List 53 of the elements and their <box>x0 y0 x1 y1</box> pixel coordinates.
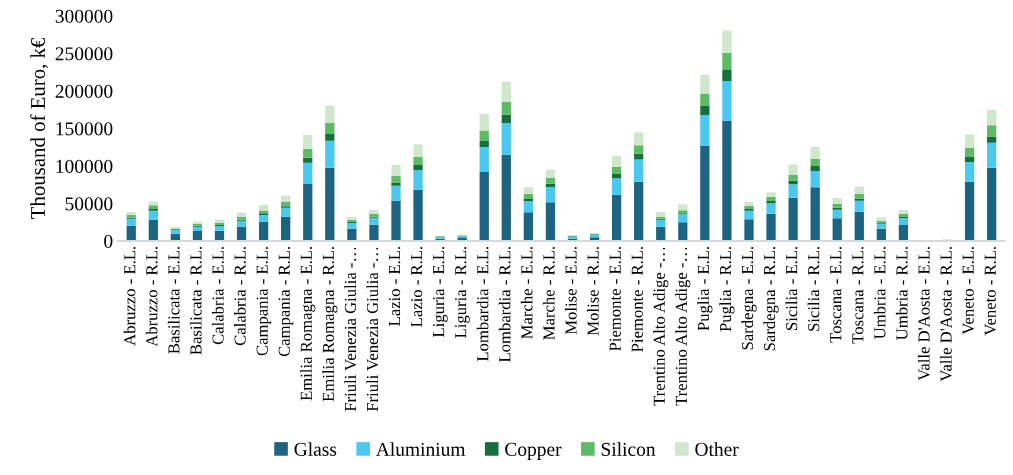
x-tick-label: Abruzzo - E.L. <box>123 246 136 346</box>
x-tick-label: Calabria - E.L. <box>211 246 224 345</box>
x-tick-label: Campania - E.L. <box>256 246 272 356</box>
legend-label: Copper <box>505 442 562 460</box>
x-tick-label: Toscana - R.L. <box>852 246 864 344</box>
x-tick-label: Umbria - E.L. <box>873 246 886 340</box>
x-tick-label: Lazio - R.L. <box>411 246 423 327</box>
x-tick-label: Marche - R.L. <box>542 246 555 340</box>
y-tick-label: 0 <box>104 234 113 248</box>
x-tick-label: Liguria - E.L. <box>433 246 448 338</box>
y-tick-label: 150000 <box>56 122 113 136</box>
y-tick-label: 50000 <box>65 197 113 211</box>
x-tick-label: Lombardia - E.L. <box>476 246 489 362</box>
x-tick-label: Puglia - E.L. <box>697 246 713 331</box>
x-tick-label: Friuli Venezia Giulia -… <box>366 247 379 412</box>
legend-label: Silicon <box>601 442 656 456</box>
x-tick-label: Sicilia - R.L. <box>807 246 820 331</box>
x-tick-label: Toscana - E.L. <box>830 246 842 343</box>
x-tick-label: Sardegna - R.L. <box>763 246 779 351</box>
x-tick-label: Abruzzo - R.L. <box>145 246 158 347</box>
x-tick-label: Friuli Venezia Giulia -… <box>344 247 357 412</box>
x-tick-label: Basilicata - E.L. <box>167 246 180 354</box>
x-tick-label: Sardegna - E.L. <box>741 246 757 350</box>
x-tick-label: Marche - E.L. <box>520 246 533 339</box>
x-tick-label: Basilicata - R.L. <box>189 246 202 355</box>
x-tick-label: Emilia Romagna - E.L. <box>300 246 316 401</box>
x-tick-label: Trentino Alto Adige -… <box>653 247 669 406</box>
y-tick-label: 300000 <box>55 9 113 23</box>
legend-label: Other <box>695 442 739 456</box>
x-tick-label: Umbria - R.L. <box>895 246 908 340</box>
y-tick-label: 200000 <box>55 84 113 98</box>
x-tick-label: Calabria - R.L. <box>234 246 246 346</box>
y-tick-label: 100000 <box>56 159 113 173</box>
x-tick-label: Puglia - R.L. <box>719 246 735 332</box>
x-tick-label: Molise - R.L. <box>586 246 599 336</box>
x-tick-label: Sicilia - E.L. <box>785 246 798 330</box>
x-tick-label: Piemonte - R.L. <box>631 246 643 352</box>
x-tick-label: Valle D'Aosta - E.L. <box>917 246 930 381</box>
y-axis-title: Thousand of Euro, k€ <box>30 37 49 219</box>
x-tick-label: Veneto - R.L. <box>984 246 996 336</box>
x-tick-label: Campania - R.L. <box>278 246 294 357</box>
x-tick-label: Lombardia - R.L. <box>498 246 511 363</box>
x-tick-label: Trentino Alto Adige -… <box>675 247 691 406</box>
x-tick-label: Liguria - R.L. <box>455 246 470 338</box>
x-tick-label: Piemonte - E.L. <box>609 246 621 351</box>
x-tick-label: Molise - E.L. <box>564 246 577 335</box>
x-tick-label: Lazio - E.L. <box>388 246 401 326</box>
x-tick-label: Valle D'Aosta - R.L. <box>939 246 952 382</box>
x-tick-label: Emilia Romagna - R.L. <box>322 246 338 402</box>
legend-label: Aluminium <box>375 442 466 456</box>
x-tick-label: Veneto - E.L. <box>962 246 974 335</box>
y-tick-label: 250000 <box>55 47 113 61</box>
legend-label: Glass <box>294 442 337 456</box>
